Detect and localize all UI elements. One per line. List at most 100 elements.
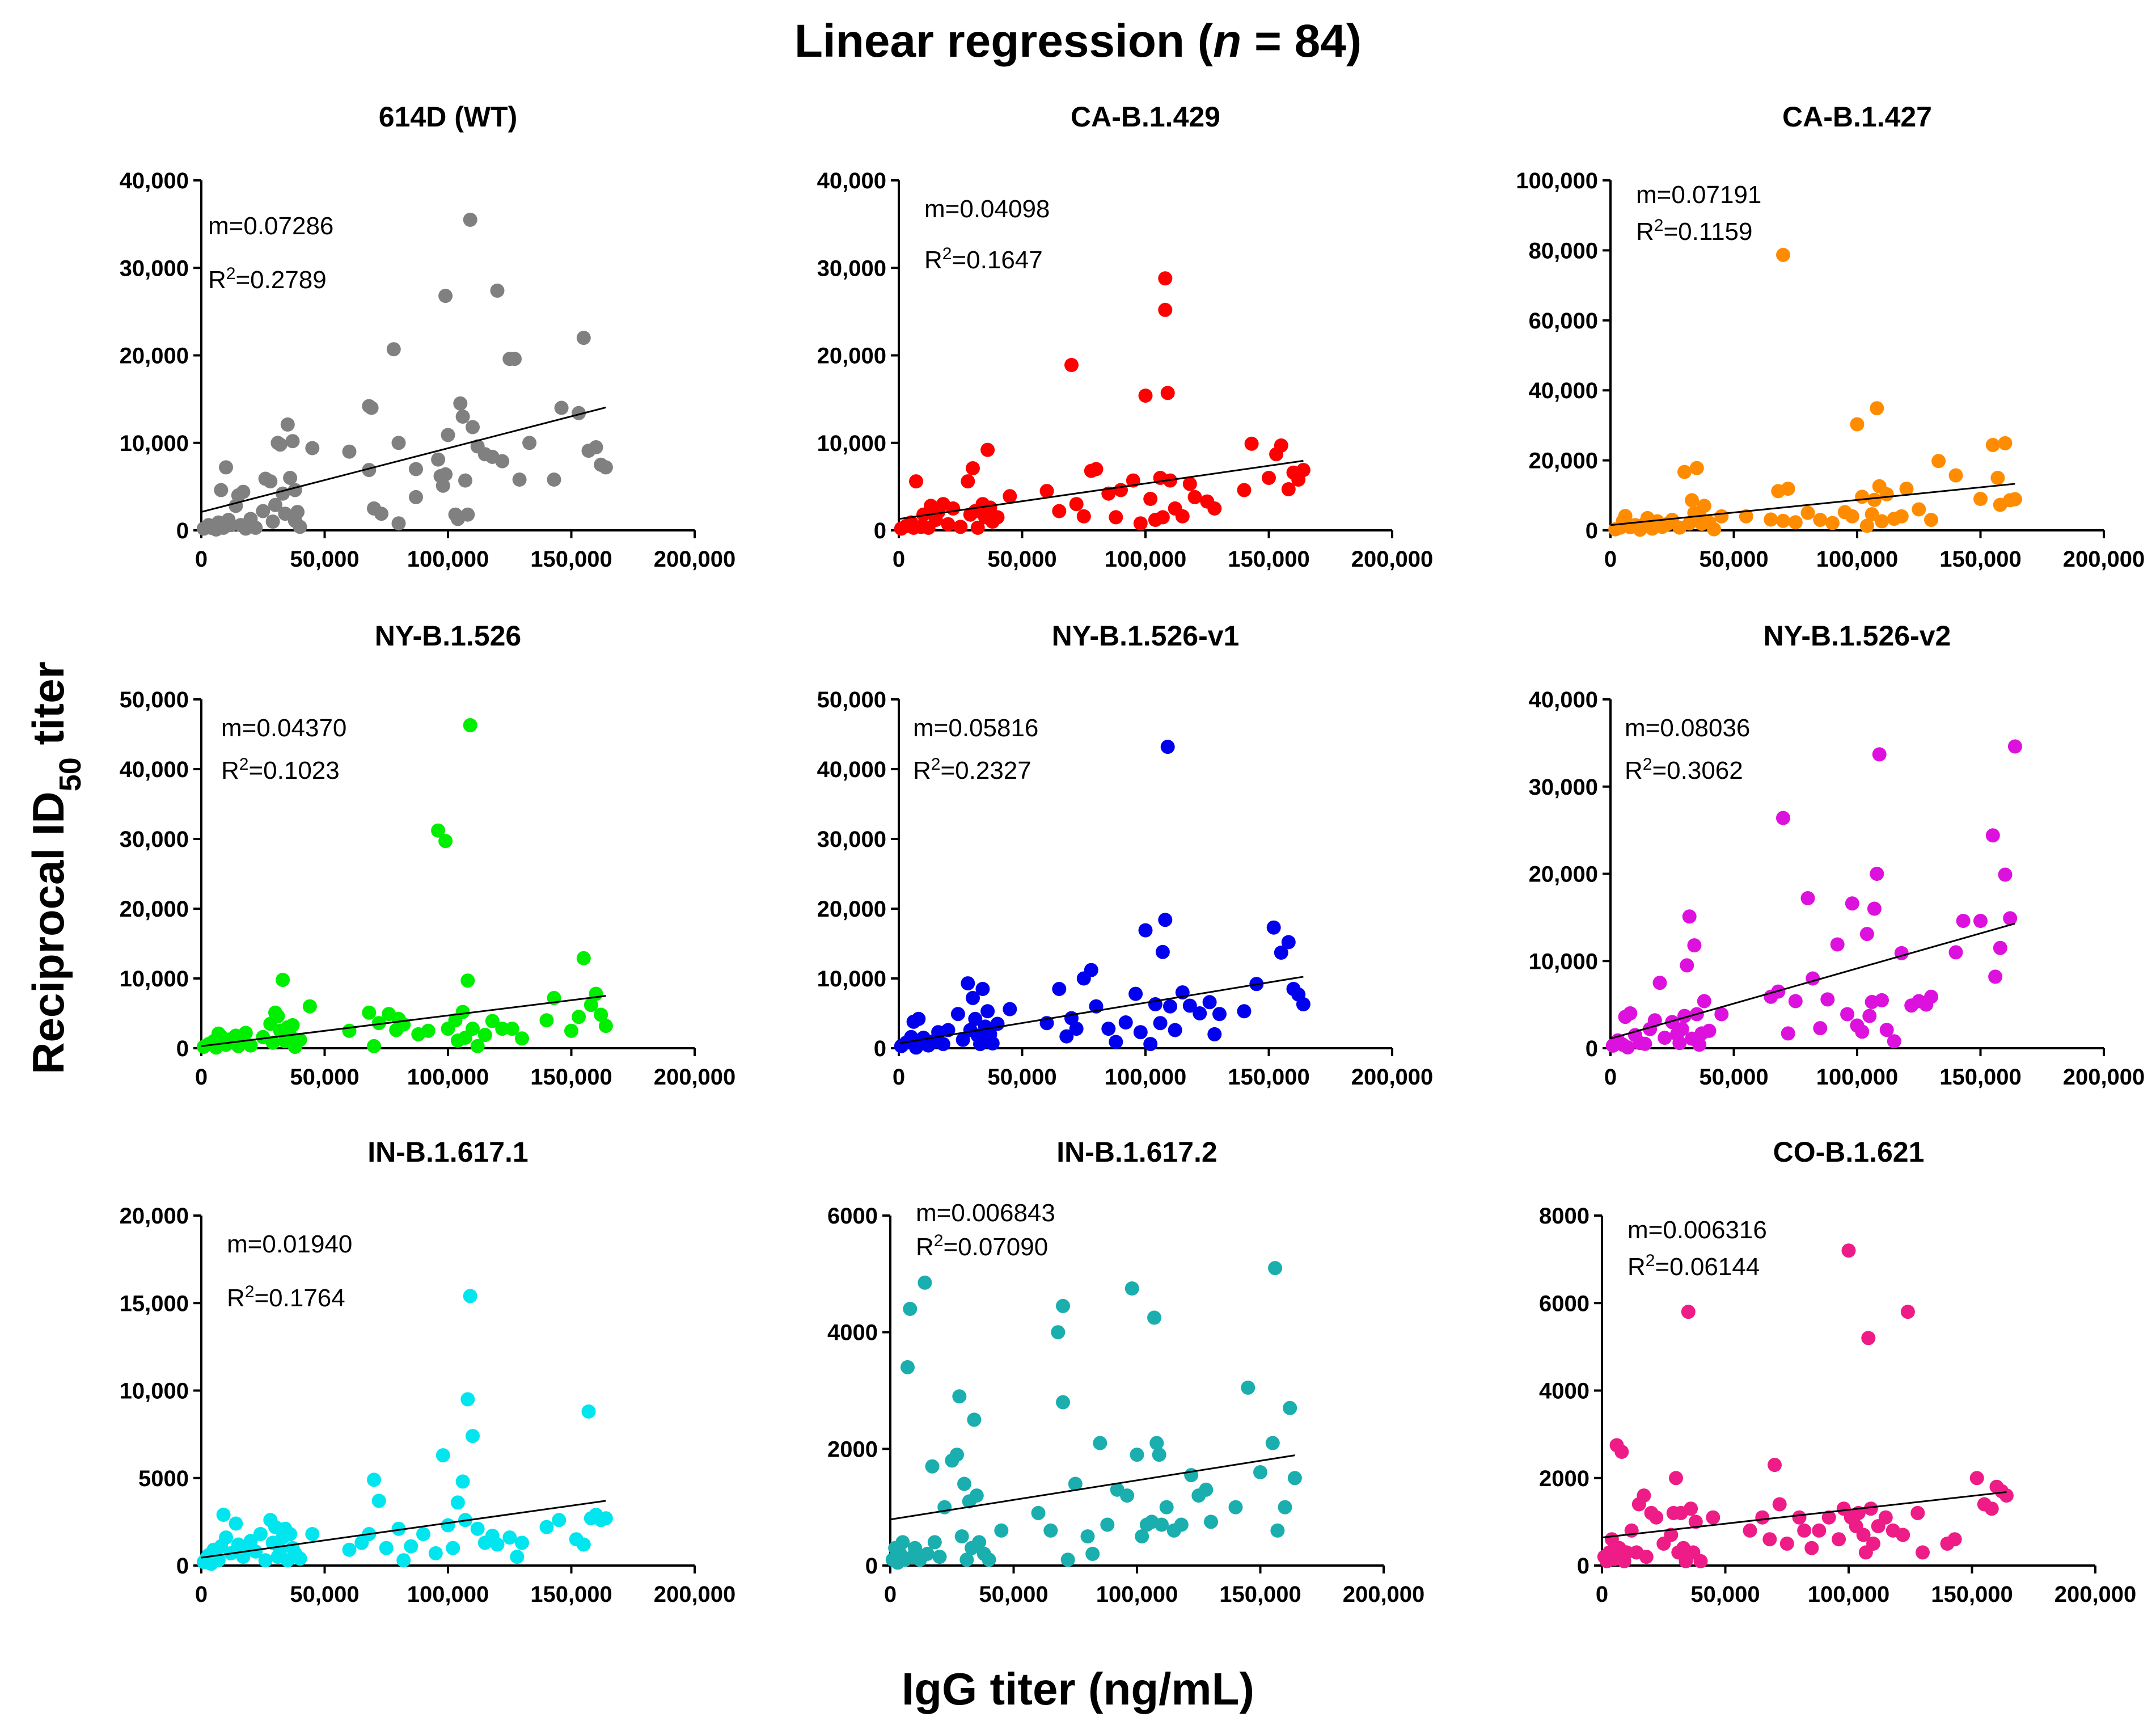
data-point: [970, 520, 985, 535]
chart-panel-4: NY-B.1.526 0 10,000 20,000 30,000 40,000 50,00…: [120, 620, 736, 1090]
data-point: [248, 1544, 263, 1559]
data-point: [508, 352, 522, 366]
data-point: [1207, 1027, 1222, 1041]
data-point: [1832, 1532, 1846, 1547]
data-point: [598, 1019, 613, 1033]
data-point: [1056, 1298, 1070, 1313]
chart-panel-2: CA-B.1.429 0 10,000 20,000 30,000 40,000 0 50,0…: [817, 101, 1434, 572]
data-point: [1109, 510, 1123, 525]
data-point: [1068, 1476, 1083, 1491]
data-point: [1620, 1040, 1635, 1054]
y-tick-label: 0: [176, 1036, 189, 1061]
data-point: [1253, 1465, 1267, 1479]
data-point: [1182, 476, 1197, 491]
y-tick-label: 6000: [827, 1204, 878, 1229]
data-point: [1865, 507, 1879, 522]
x-tick-label: 50,000: [987, 1065, 1056, 1090]
x-tick-label: 150,000: [1219, 1582, 1301, 1607]
r-squared-annotation: R2=0.2327: [913, 755, 1032, 785]
data-point: [1859, 927, 1874, 942]
data-point: [920, 1546, 935, 1561]
x-tick-label: 0: [1604, 547, 1617, 572]
x-tick-label: 200,000: [1351, 1065, 1434, 1090]
data-point: [510, 1550, 525, 1564]
data-point: [219, 1530, 233, 1545]
data-point: [1821, 1510, 1836, 1525]
y-tick-label: 0: [176, 1554, 189, 1579]
data-point: [1133, 516, 1148, 531]
data-point: [1175, 509, 1190, 524]
data-point: [1649, 1510, 1664, 1525]
data-point: [1637, 1488, 1651, 1503]
data-point: [1875, 514, 1889, 529]
chart-panel-5: NY-B.1.526-v1 0 10,000 20,000 30,000 40,000 50…: [817, 620, 1434, 1090]
data-point: [1781, 482, 1795, 496]
data-point: [1130, 1448, 1144, 1462]
data-point: [1147, 1310, 1161, 1325]
data-point: [1120, 1488, 1135, 1503]
data-point: [554, 400, 569, 415]
y-axis-label-tail: titer: [23, 661, 73, 757]
data-point: [276, 486, 290, 501]
data-point: [1764, 512, 1778, 527]
x-tick-label: 50,000: [979, 1582, 1048, 1607]
data-point: [1143, 1037, 1158, 1052]
data-point: [1797, 1523, 1812, 1538]
y-tick-label: 30,000: [120, 256, 189, 281]
y-tick-label: 20,000: [1529, 449, 1598, 474]
data-point: [1985, 438, 2000, 452]
data-point: [460, 507, 475, 522]
data-point: [458, 473, 472, 488]
x-tick-label: 150,000: [530, 1582, 612, 1607]
x-tick-label: 50,000: [290, 1582, 359, 1607]
chart-panel-6: NY-B.1.526-v2 0 10,000 20,000 30,000 40,000 0 5…: [1529, 620, 2145, 1090]
data-point: [959, 1552, 974, 1567]
data-point: [1850, 417, 1865, 432]
data-point: [371, 1493, 386, 1508]
data-point: [1160, 386, 1175, 400]
data-point: [1059, 1029, 1074, 1044]
data-point: [589, 440, 603, 454]
data-point: [1912, 502, 1926, 517]
data-point: [1856, 1528, 1871, 1542]
data-point: [1872, 747, 1887, 762]
data-point: [1118, 1015, 1133, 1030]
data-point: [1677, 1009, 1692, 1023]
data-point: [490, 1537, 505, 1552]
data-point: [379, 1541, 394, 1555]
y-tick-label: 15,000: [120, 1291, 189, 1316]
panel-title: NY-B.1.526: [375, 620, 521, 652]
data-point: [1870, 401, 1884, 416]
data-point: [1697, 994, 1711, 1009]
y-tick-label: 10,000: [1529, 949, 1598, 974]
data-point: [983, 500, 997, 515]
regression-line: [890, 1454, 1295, 1521]
data-point: [1003, 489, 1017, 504]
data-point: [364, 400, 379, 415]
data-point: [1187, 490, 1202, 504]
data-point: [1155, 510, 1170, 525]
data-point: [1879, 487, 1894, 501]
y-tick-label: 20,000: [817, 344, 886, 369]
data-point: [1820, 992, 1835, 1007]
data-point: [572, 1010, 586, 1024]
data-point: [1855, 490, 1870, 504]
data-point: [1199, 1482, 1214, 1497]
data-point: [238, 1026, 253, 1040]
data-point: [1845, 896, 1859, 911]
r-squared-annotation: R2=0.1647: [924, 244, 1043, 275]
data-point: [1274, 438, 1288, 453]
data-point: [1158, 271, 1173, 286]
data-point: [1879, 1023, 1894, 1037]
data-point: [342, 1023, 357, 1038]
data-point: [1714, 1007, 1729, 1022]
data-point: [1714, 509, 1729, 524]
y-tick-label: 20,000: [120, 897, 189, 922]
data-point: [1274, 946, 1288, 960]
data-point: [1894, 946, 1909, 960]
slope-annotation: m=0.006843: [916, 1199, 1055, 1227]
data-point: [1861, 1331, 1876, 1345]
data-point: [1148, 997, 1162, 1011]
data-point: [1212, 1007, 1227, 1022]
data-point: [953, 520, 968, 534]
